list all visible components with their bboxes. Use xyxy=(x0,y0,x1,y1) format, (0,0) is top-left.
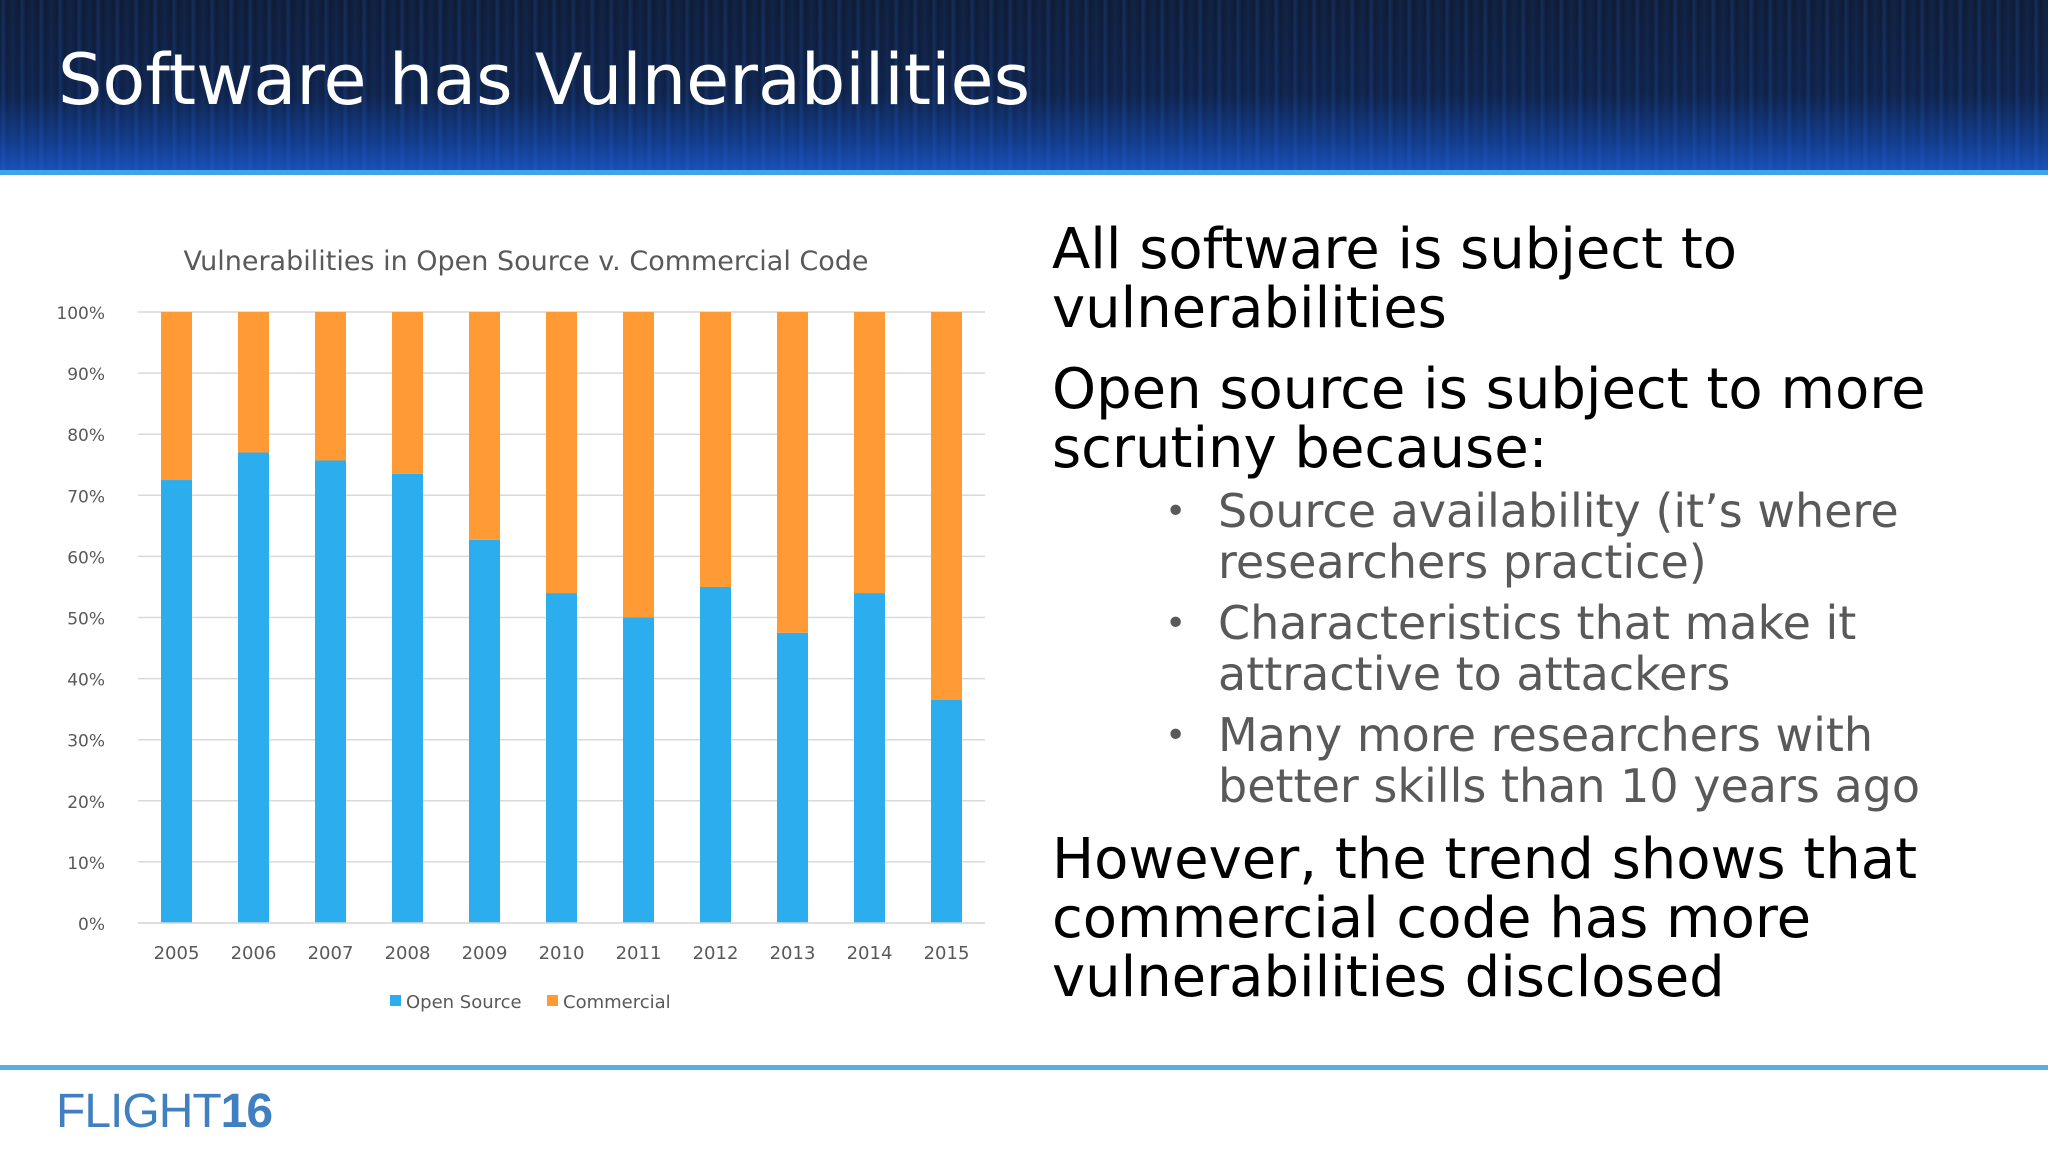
bar-commercial-2009 xyxy=(469,312,500,540)
y-tick-label: 100% xyxy=(56,304,105,324)
x-tick-label: 2010 xyxy=(539,943,585,964)
y-tick-label: 60% xyxy=(67,548,105,568)
slide-text-body: All software is subject to vulnerabiliti… xyxy=(1052,220,2012,1007)
bullet-icon: • xyxy=(1165,715,1187,756)
reasons-list: • Source availability (it’s where resear… xyxy=(1052,486,2012,812)
x-tick-label: 2015 xyxy=(924,943,970,964)
reason-item: • Source availability (it’s where resear… xyxy=(1165,486,2012,588)
bar-commercial-2012 xyxy=(700,312,731,587)
chart-panel: Vulnerabilities in Open Source v. Commer… xyxy=(0,200,1010,1040)
x-tick-label: 2014 xyxy=(847,943,893,964)
y-tick-label: 70% xyxy=(67,487,105,507)
bar-open-source-2012 xyxy=(700,586,731,923)
bar-open-source-2010 xyxy=(546,593,577,923)
bar-commercial-2014 xyxy=(854,312,885,594)
y-tick-label: 30% xyxy=(67,732,105,752)
bar-open-source-2005 xyxy=(161,480,192,923)
stacked-bar-chart: Vulnerabilities in Open Source v. Commer… xyxy=(56,246,985,1013)
header-divider xyxy=(0,170,2048,175)
x-tick-label: 2009 xyxy=(462,943,508,964)
legend-label-commercial: Commercial xyxy=(563,992,671,1013)
legend-swatch-commercial xyxy=(547,995,558,1006)
y-tick-label: 0% xyxy=(78,915,105,935)
bar-commercial-2011 xyxy=(623,312,654,618)
x-tick-label: 2005 xyxy=(154,943,200,964)
point-trend: However, the trend shows that commercial… xyxy=(1052,827,1918,1010)
bar-open-source-2007 xyxy=(315,460,346,923)
chart-bars xyxy=(161,312,962,923)
y-tick-label: 50% xyxy=(67,610,105,630)
x-axis: 2005 2006 2007 2008 2009 2010 2011 2012 2013 2014… xyxy=(138,922,985,964)
y-tick-label: 10% xyxy=(67,854,105,874)
bullet-icon: • xyxy=(1165,491,1187,532)
x-tick-label: 2007 xyxy=(308,943,354,964)
footer-divider xyxy=(0,1065,2048,1070)
y-axis: 0% 10% 20% 30% 40% 50% 60% 70% 80% 90% 100% xyxy=(56,304,105,935)
chart-legend: Open Source Commercial xyxy=(390,992,671,1013)
bar-open-source-2008 xyxy=(392,473,423,923)
bar-commercial-2015 xyxy=(931,312,962,700)
x-tick-label: 2013 xyxy=(770,943,816,964)
logo-text-bold: 16 xyxy=(220,1085,273,1138)
bar-commercial-2006 xyxy=(238,312,269,453)
bar-commercial-2013 xyxy=(777,312,808,633)
reason-text: Source availability (it’s where research… xyxy=(1218,484,1899,589)
x-tick-label: 2011 xyxy=(616,943,662,964)
bar-commercial-2005 xyxy=(161,312,192,481)
bar-open-source-2011 xyxy=(623,617,654,923)
x-tick-label: 2006 xyxy=(231,943,277,964)
bar-commercial-2010 xyxy=(546,312,577,594)
legend-swatch-open-source xyxy=(390,995,401,1006)
bar-open-source-2006 xyxy=(238,452,269,923)
bar-open-source-2009 xyxy=(469,539,500,923)
slide-title: Software has Vulnerabilities xyxy=(58,39,1031,121)
reason-item: • Characteristics that make it attractiv… xyxy=(1165,598,2012,700)
bullet-icon: • xyxy=(1165,603,1187,644)
y-tick-label: 90% xyxy=(67,365,105,385)
x-tick-label: 2008 xyxy=(385,943,431,964)
reason-item: • Many more researchers with better skil… xyxy=(1165,710,2012,812)
header-banner: Software has Vulnerabilities xyxy=(0,0,2048,172)
bar-open-source-2013 xyxy=(777,632,808,923)
legend-label-open-source: Open Source xyxy=(406,992,522,1013)
y-tick-label: 80% xyxy=(67,426,105,446)
point-all-software: All software is subject to vulnerabiliti… xyxy=(1052,217,1738,341)
y-tick-label: 40% xyxy=(67,671,105,691)
chart-title: Vulnerabilities in Open Source v. Commer… xyxy=(183,246,868,277)
bar-open-source-2014 xyxy=(854,593,885,923)
reason-text: Characteristics that make it attractive … xyxy=(1218,596,1857,701)
logo-text-light: FLIGHT xyxy=(56,1085,222,1138)
bar-open-source-2015 xyxy=(931,699,962,923)
x-tick-label: 2012 xyxy=(693,943,739,964)
bar-commercial-2007 xyxy=(315,312,346,461)
y-tick-label: 20% xyxy=(67,793,105,813)
flight16-logo: FLIGHT16 xyxy=(56,1084,273,1140)
bar-commercial-2008 xyxy=(392,312,423,474)
point-open-source-scrutiny: Open source is subject to more scrutiny … xyxy=(1052,357,1926,481)
reason-text: Many more researchers with better skills… xyxy=(1218,708,1920,813)
